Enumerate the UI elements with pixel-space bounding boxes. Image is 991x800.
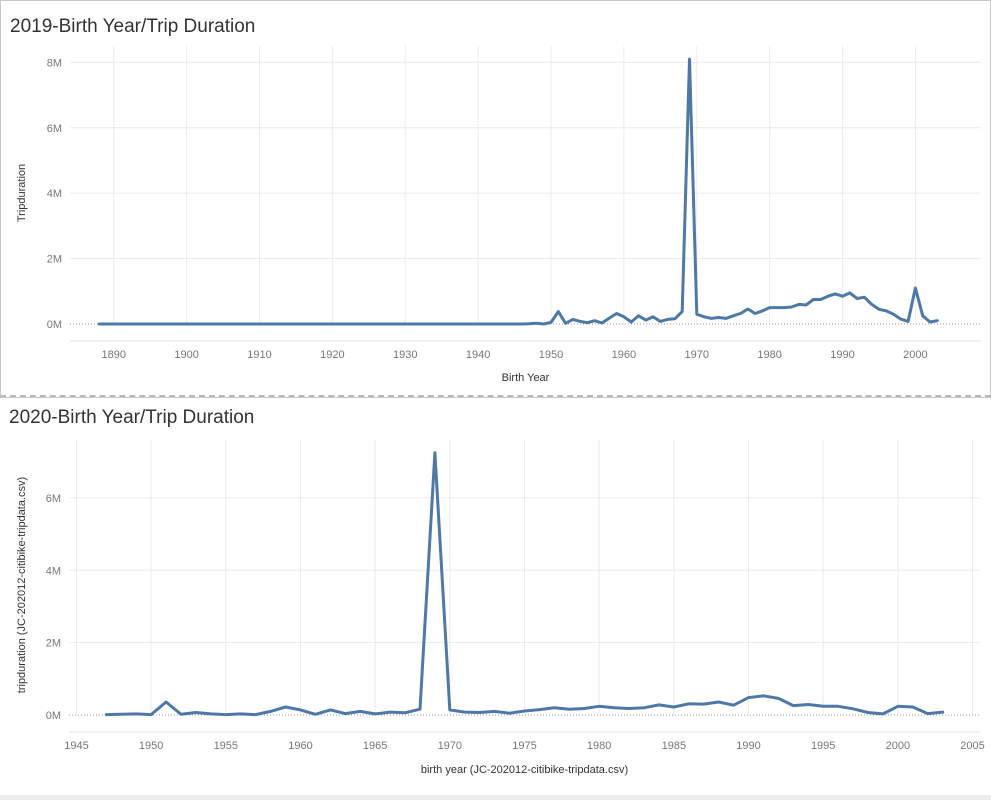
panel-divider [0, 395, 991, 397]
x-tick-label: 1970 [685, 349, 709, 361]
x-tick-label: 1965 [363, 740, 387, 752]
y-tick-label: 6M [46, 493, 61, 505]
chart-panel-2020: 2020-Birth Year/Trip Duration 1945 1950 19… [0, 398, 991, 798]
x-tick-label: 1930 [393, 349, 417, 361]
x-tick-label: 1910 [247, 349, 271, 361]
chart-2020-svg: 1945 1950 1955 1960 1965 1970 1975 1980 1985 1990… [16, 440, 985, 776]
y-axis-label: Tripduration [16, 164, 28, 222]
series-line [97, 57, 939, 326]
x-tick-label: 1985 [662, 740, 686, 752]
x-tick-label: 1920 [320, 349, 344, 361]
x-tick-label: 1960 [612, 349, 636, 361]
x-tick-label: 1945 [64, 740, 88, 752]
x-tick-label: 1890 [101, 349, 125, 361]
y-tick-label: 4M [47, 188, 62, 200]
x-tick-label: 2000 [903, 349, 927, 361]
x-tick-label: 1900 [174, 349, 198, 361]
y-tick-label: 0M [46, 710, 61, 722]
x-tick-label: 1950 [539, 349, 563, 361]
x-tick-label: 1940 [466, 349, 490, 361]
chart-panel-2019: 2019-Birth Year/Trip Duration 1890 1900 19… [0, 0, 991, 398]
x-tick-label: 1990 [736, 740, 760, 752]
chart-title-2019: 2019-Birth Year/Trip Duration [10, 16, 256, 37]
x-tick-label: 1950 [139, 740, 163, 752]
x-tick-label: 2005 [960, 740, 984, 752]
x-tick-label: 1980 [587, 740, 611, 752]
x-tick-label: 1990 [830, 349, 854, 361]
x-tick-label: 2000 [886, 740, 910, 752]
y-tick-label: 8M [47, 57, 62, 69]
bottom-strip [0, 795, 991, 800]
x-tick-label: 1960 [288, 740, 312, 752]
y-axis-label: tripduration (JC-202012-citibike-tripdat… [16, 477, 28, 693]
chart-title-2020: 2020-Birth Year/Trip Duration [9, 407, 255, 428]
x-tick-label: 1955 [214, 740, 238, 752]
y-tick-label: 2M [47, 254, 62, 266]
y-tick-label: 6M [47, 123, 62, 135]
y-tick-label: 2M [46, 638, 61, 650]
y-tick-label: 4M [46, 565, 61, 577]
x-tick-label: 1975 [512, 740, 536, 752]
series-line [104, 451, 945, 717]
x-axis-label: Birth Year [502, 372, 550, 384]
chart-2019-svg: 1890 1900 1910 1920 1930 1940 1950 1960 1970 1980… [16, 46, 981, 384]
x-tick-label: 1970 [438, 740, 462, 752]
x-tick-label: 1980 [757, 349, 781, 361]
x-axis-label: birth year (JC-202012-citibike-tripdata.… [421, 764, 628, 776]
x-tick-label: 1995 [811, 740, 835, 752]
y-tick-label: 0M [47, 319, 62, 331]
